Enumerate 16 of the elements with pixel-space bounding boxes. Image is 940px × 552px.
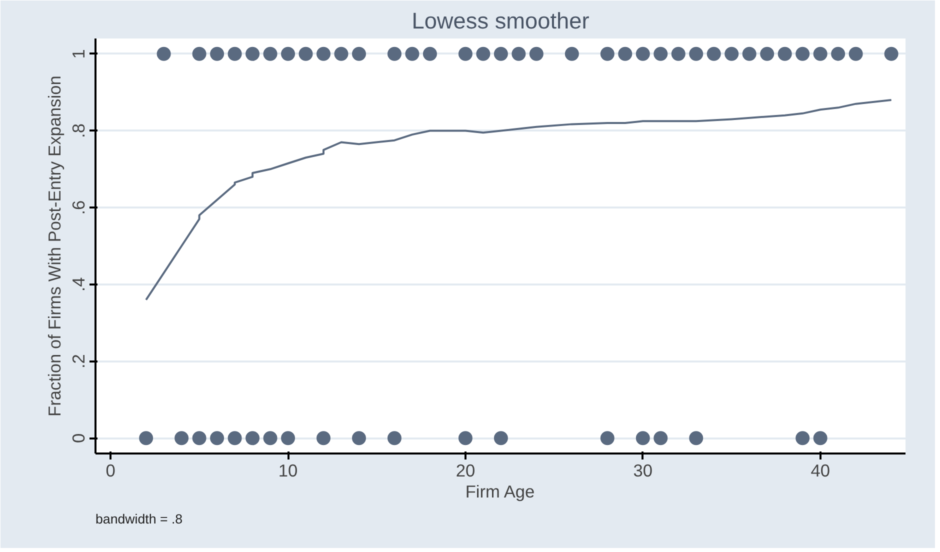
text: bandwidth = .8 [96, 512, 183, 526]
x-tick-label: 20 [456, 460, 476, 480]
x-tick-label: 10 [278, 460, 298, 480]
y-tick-label: 1 [68, 49, 88, 59]
y-tick-label: 0 [68, 433, 88, 443]
x-axis-title: Firm Age [465, 482, 535, 502]
y-tick-label: .8 [68, 123, 88, 138]
y-axis-title: Fraction of Firms With Post-Entry Expansion [44, 76, 64, 416]
line-series [145, 98, 892, 301]
x-tick-label: 0 [106, 460, 116, 480]
y-tick-label: .6 [68, 200, 88, 215]
y-tick-label: .2 [68, 354, 88, 369]
chart-title: Lowess smoother [412, 8, 590, 34]
x-tick-label: 40 [810, 460, 830, 480]
x-tick-label: 30 [633, 460, 653, 480]
y-tick-label: .4 [68, 276, 88, 292]
